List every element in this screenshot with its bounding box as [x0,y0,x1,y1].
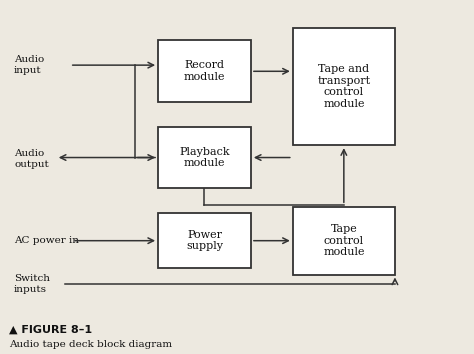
Bar [293,207,395,275]
Bar [158,127,251,188]
Text: Switch
inputs: Switch inputs [14,274,50,293]
Text: AC power in: AC power in [14,236,79,245]
Bar [158,213,251,268]
Text: Playback
module: Playback module [179,147,230,169]
Bar [293,28,395,145]
Bar [158,40,251,102]
Text: Audio
input: Audio input [14,56,44,75]
Text: Tape
control
module: Tape control module [323,224,365,257]
Text: ▲ FIGURE 8–1: ▲ FIGURE 8–1 [9,325,92,335]
Text: Audio
output: Audio output [14,149,49,169]
Text: Audio tape deck block diagram: Audio tape deck block diagram [9,340,173,349]
Text: Power
supply: Power supply [186,230,223,251]
Text: Record
module: Record module [184,61,225,82]
Text: Tape and
transport
control
module: Tape and transport control module [317,64,370,109]
